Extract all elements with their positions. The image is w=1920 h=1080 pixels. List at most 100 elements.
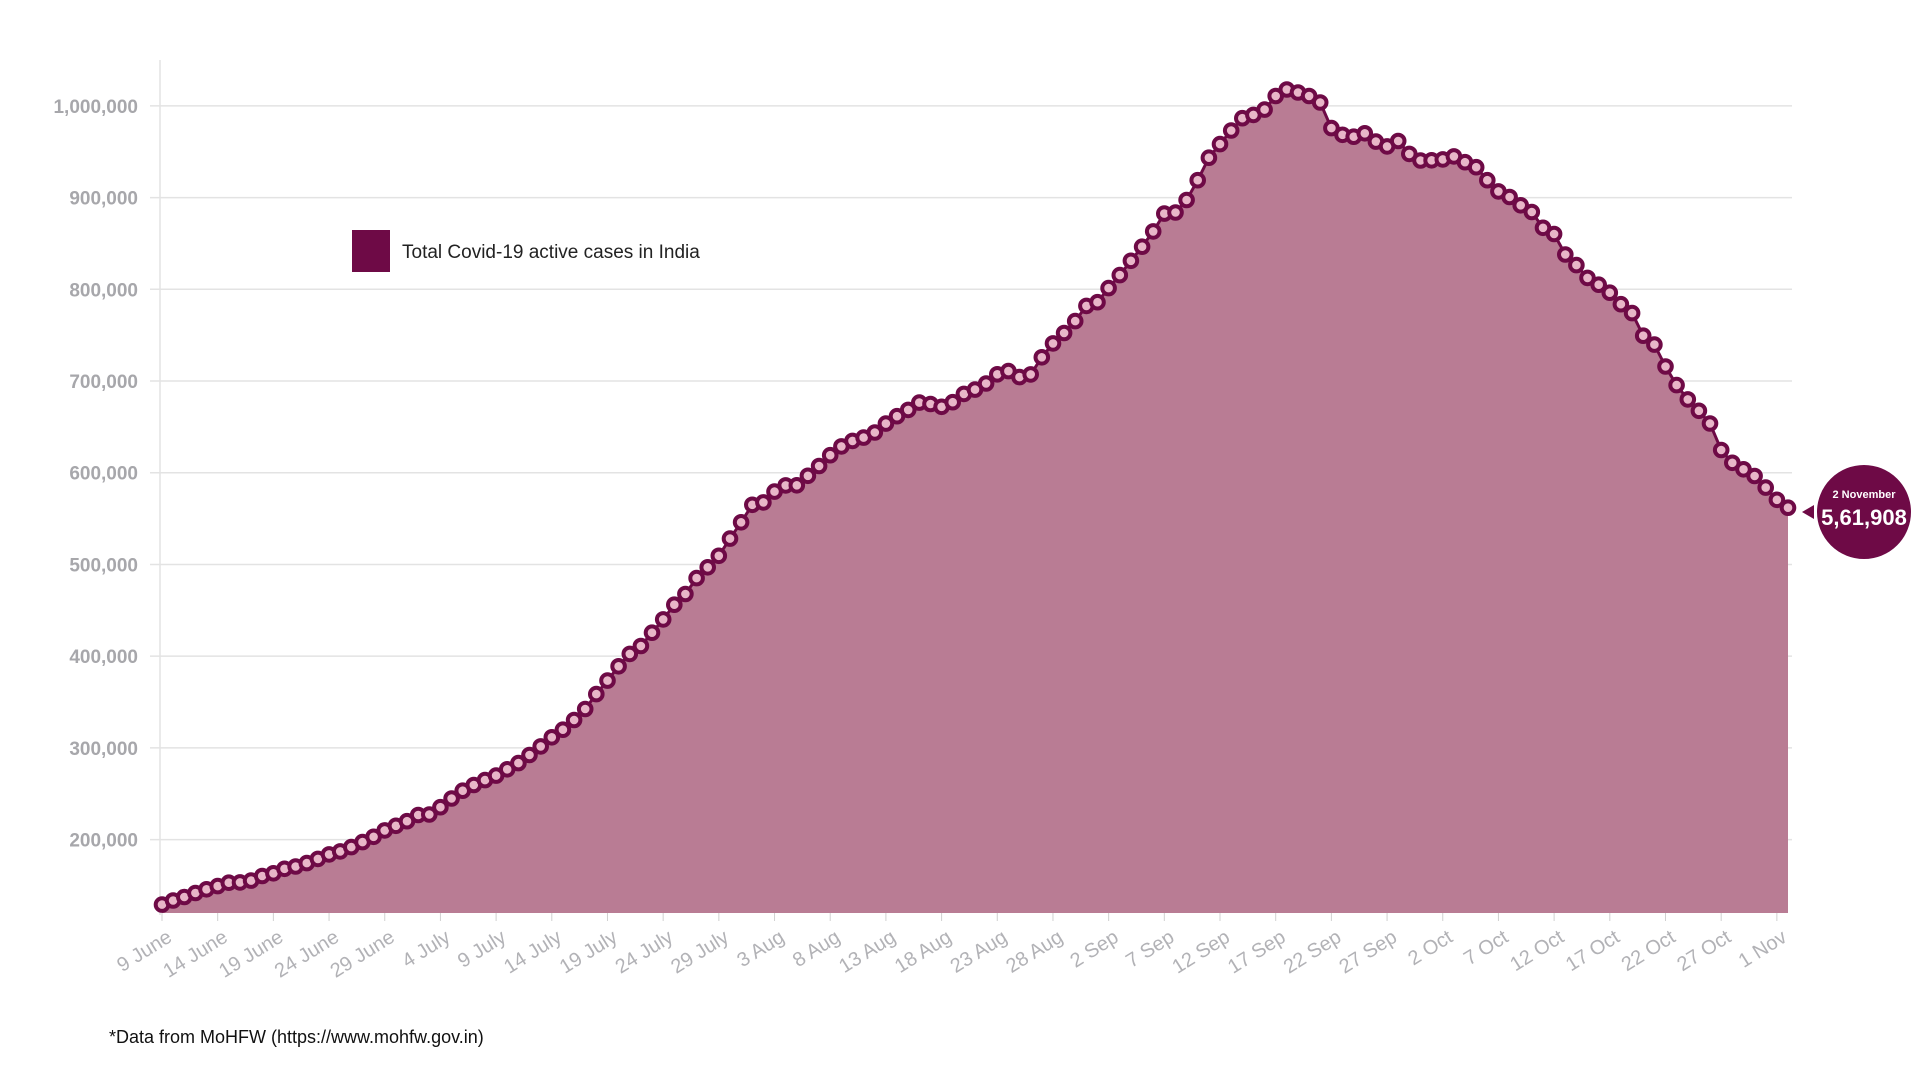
data-point: [1256, 101, 1273, 118]
x-tick-label: 27 Oct: [1673, 926, 1735, 976]
y-axis-tick-labels: 200,000 300,000 400,000 500,000 600,000 700,0…: [53, 97, 138, 852]
x-tick-label: 22 Sep: [1280, 926, 1345, 978]
data-point: [1033, 349, 1051, 366]
x-tick-label: 27 Sep: [1336, 926, 1401, 978]
data-point: [1768, 491, 1786, 509]
data-point: [821, 446, 839, 464]
x-tick-label: 4 July: [398, 926, 454, 972]
data-point: [543, 729, 561, 746]
x-tick-label: 2 Sep: [1067, 926, 1123, 972]
y-tick-label: 1,000,000: [53, 97, 138, 118]
data-point: [721, 530, 739, 547]
data-point: [1668, 376, 1685, 394]
data-point: [1022, 366, 1039, 383]
data-point: [1356, 125, 1374, 142]
x-tick-label: 19 July: [556, 926, 621, 978]
x-tick-label: 14 July: [500, 926, 565, 978]
data-point: [1200, 149, 1218, 166]
y-tick-label: 700,000: [69, 372, 138, 393]
data-point: [632, 637, 650, 655]
y-tick-label: 800,000: [69, 280, 138, 301]
data-point: [521, 746, 538, 764]
data-point: [1568, 256, 1585, 274]
data-point: [1657, 358, 1674, 375]
legend-label: Total Covid-19 active cases in India: [402, 242, 700, 263]
data-point: [510, 754, 527, 772]
x-tick-label: 28 Aug: [1002, 926, 1066, 978]
data-point: [1590, 276, 1607, 294]
data-point: [1122, 252, 1140, 270]
data-point: [1690, 402, 1708, 420]
x-tick-label: 18 Aug: [891, 926, 955, 978]
data-point: [1479, 171, 1496, 189]
data-point: [666, 596, 683, 614]
data-point: [1189, 171, 1206, 189]
data-point: [1167, 204, 1184, 221]
data-point: [1144, 223, 1162, 240]
data-point: [899, 401, 917, 419]
data-point: [1389, 132, 1407, 150]
active-cases-area: [162, 89, 1788, 913]
data-point: [799, 467, 817, 485]
data-point: [1545, 225, 1563, 243]
x-tick-label: 17 Sep: [1224, 926, 1289, 978]
data-point: [1211, 135, 1229, 153]
data-point: [1757, 479, 1774, 496]
data-point: [1746, 467, 1763, 485]
x-tick-label: 12 Sep: [1168, 926, 1233, 978]
data-point: [1712, 441, 1730, 459]
x-tick-label: 29 June: [327, 926, 399, 982]
data-point: [755, 494, 772, 511]
x-tick-label: 29 July: [667, 926, 732, 978]
callout-value: 5,61,908: [1821, 505, 1907, 530]
data-point: [1100, 279, 1117, 297]
data-point: [1055, 324, 1073, 342]
x-tick-label: 1 Nov: [1735, 926, 1791, 972]
data-point: [877, 415, 895, 432]
data-point: [1579, 269, 1596, 287]
legend-swatch: [352, 230, 390, 272]
data-point: [421, 806, 438, 823]
latest-value-callout: 2 November 5,61,908: [1802, 463, 1913, 561]
x-tick-label: 12 Oct: [1506, 926, 1568, 976]
data-point: [1222, 122, 1240, 139]
callout-date: 2 November: [1833, 489, 1897, 501]
data-point: [1701, 415, 1719, 432]
x-tick-label: 2 Oct: [1404, 926, 1457, 970]
data-point: [732, 514, 750, 531]
data-point: [599, 672, 616, 689]
x-tick-label: 7 Sep: [1122, 926, 1178, 972]
data-point: [654, 611, 672, 628]
data-point: [1133, 238, 1151, 255]
x-tick-label: 22 Oct: [1618, 926, 1680, 976]
data-point: [710, 547, 728, 565]
callout-pointer: [1802, 505, 1814, 519]
data-point: [688, 569, 705, 587]
data-point: [588, 685, 605, 703]
data-point: [1501, 188, 1518, 206]
data-point: [1557, 246, 1574, 263]
data-source-footnote: *Data from MoHFW (https://www.mohfw.gov.…: [109, 1027, 484, 1047]
y-tick-label: 200,000: [69, 831, 138, 852]
data-point: [1066, 312, 1084, 330]
data-point: [610, 658, 627, 675]
data-point: [977, 375, 995, 392]
data-point: [1311, 94, 1329, 111]
data-point: [1089, 293, 1106, 311]
legend: Total Covid-19 active cases in India: [352, 230, 700, 272]
data-point: [866, 424, 884, 441]
data-point: [432, 798, 449, 816]
data-point: [788, 477, 806, 494]
y-tick-label: 900,000: [69, 189, 138, 210]
x-tick-label: 7 Oct: [1460, 926, 1513, 970]
data-point: [1523, 203, 1541, 221]
data-point: [1601, 284, 1619, 302]
data-point: [699, 559, 717, 576]
x-tick-label: 9 July: [454, 926, 510, 972]
data-point: [1178, 191, 1195, 209]
data-point: [1679, 391, 1697, 408]
data-point-markers: [153, 81, 1797, 913]
data-point: [810, 457, 828, 475]
callout-circle: [1815, 463, 1913, 561]
